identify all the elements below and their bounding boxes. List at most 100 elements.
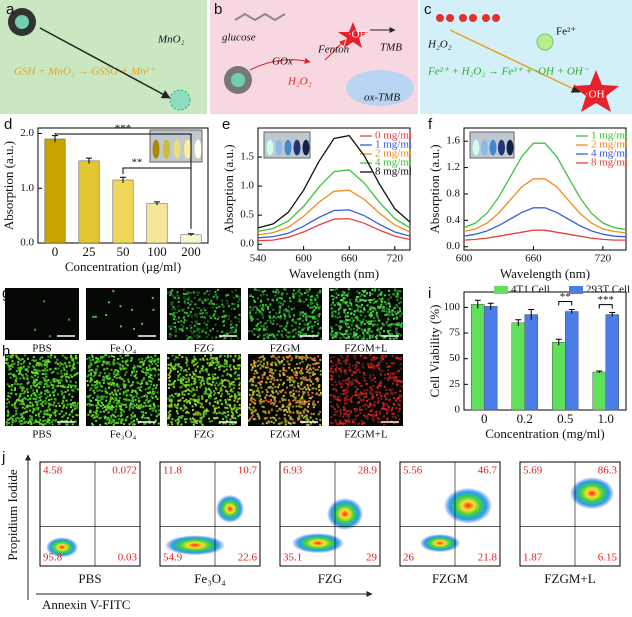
cell-dot xyxy=(19,359,22,362)
cell-dot xyxy=(187,392,190,395)
cell-dot xyxy=(249,388,252,391)
cell-dot xyxy=(95,419,98,422)
cell-dot xyxy=(291,377,294,380)
cell-dot xyxy=(53,355,56,358)
cell-dot xyxy=(263,400,266,403)
cell-dot xyxy=(336,331,339,334)
cell-dot xyxy=(215,417,218,420)
cell-dot xyxy=(312,372,315,375)
cell-dot xyxy=(380,299,383,302)
cell-dot xyxy=(271,402,274,405)
cell-dot xyxy=(201,315,204,318)
cell-dot xyxy=(185,370,188,373)
cell-dot xyxy=(400,367,403,370)
cell-dot xyxy=(66,373,69,376)
cell-dot xyxy=(168,415,171,418)
cell-dot xyxy=(218,421,221,424)
cell-dot xyxy=(37,412,40,415)
cell-dot xyxy=(96,381,99,384)
cell-dot xyxy=(223,315,226,318)
cell-dot xyxy=(291,295,294,298)
cell-dot xyxy=(103,368,106,371)
cell-dot xyxy=(334,389,337,392)
cell-dot xyxy=(270,371,273,374)
cell-dot xyxy=(130,357,133,360)
cell-dot xyxy=(369,306,372,309)
cell-dot xyxy=(237,364,240,367)
cell-dots xyxy=(33,300,70,338)
cell-dot xyxy=(277,386,280,389)
cell-dot xyxy=(387,373,390,376)
cell-dot xyxy=(331,383,334,386)
cell-dot xyxy=(145,422,148,425)
cell-dot xyxy=(224,422,227,425)
cell-dot xyxy=(305,401,308,404)
cell-dot xyxy=(370,298,373,301)
cell-dot xyxy=(359,412,362,415)
cell-dot xyxy=(277,355,280,358)
cell-dot xyxy=(11,423,14,426)
cell-dot xyxy=(238,377,241,380)
cell-dot xyxy=(269,416,272,419)
x-axis-label: Wavelength (nm) xyxy=(500,266,590,281)
cell-dot xyxy=(250,315,253,318)
cell-dot xyxy=(377,420,380,423)
cell-dot xyxy=(123,380,126,383)
cell-dot xyxy=(225,416,228,419)
cell-dot xyxy=(238,356,241,359)
cell-dot xyxy=(344,369,347,372)
cell-dot xyxy=(149,386,152,389)
cell-dot xyxy=(7,392,10,395)
cell-dot xyxy=(10,385,13,388)
cell-dot xyxy=(181,396,184,399)
cell-dot xyxy=(311,315,314,318)
cell-dot xyxy=(285,369,288,372)
cell-dot xyxy=(54,410,57,413)
cell-dot xyxy=(188,296,191,299)
cell-dot xyxy=(120,364,123,367)
cell-dot xyxy=(364,415,367,418)
cell-dot xyxy=(76,361,79,364)
cell-dot xyxy=(13,402,16,405)
cell-dot xyxy=(211,420,214,423)
quadrant-value: 0.072 xyxy=(112,465,137,477)
cell-dot xyxy=(234,330,237,333)
cell-dot xyxy=(193,355,196,358)
cell-dot xyxy=(338,396,341,399)
cell-dot xyxy=(395,357,398,360)
cell-dot xyxy=(191,332,194,335)
cell-dot xyxy=(225,365,228,368)
vial xyxy=(506,139,514,156)
cell-dot xyxy=(337,294,340,297)
cell-dot xyxy=(213,393,216,396)
cell-dot xyxy=(309,298,312,301)
cell-dot xyxy=(26,370,29,373)
cell-dot xyxy=(121,409,124,412)
legend-label: 4T1 Cell xyxy=(511,284,550,296)
cell-dot xyxy=(309,315,312,318)
cell-dot xyxy=(284,420,287,423)
cell-dot xyxy=(283,408,286,411)
cell-dot xyxy=(275,357,278,360)
cell-dot xyxy=(342,389,345,392)
cell-dot xyxy=(400,380,403,383)
cell-dot xyxy=(17,367,20,370)
arrow xyxy=(249,57,311,71)
cell-dot xyxy=(216,318,219,321)
cell-dot xyxy=(331,313,334,316)
cell-dot xyxy=(222,337,225,340)
cell-dot xyxy=(238,394,241,397)
cell-dot xyxy=(232,423,235,426)
cell-dot xyxy=(130,417,133,420)
cell-dot xyxy=(212,411,215,414)
cell-dot xyxy=(358,371,361,374)
vial xyxy=(173,139,181,159)
cell-dot xyxy=(268,395,271,398)
cell-dot xyxy=(43,373,46,376)
x-axis-label: Concentration (mg/ml) xyxy=(485,426,605,441)
cell-dot xyxy=(293,396,296,399)
cell-dot xyxy=(353,331,356,334)
cell-dot xyxy=(127,378,130,381)
cell-dot xyxy=(15,409,18,412)
